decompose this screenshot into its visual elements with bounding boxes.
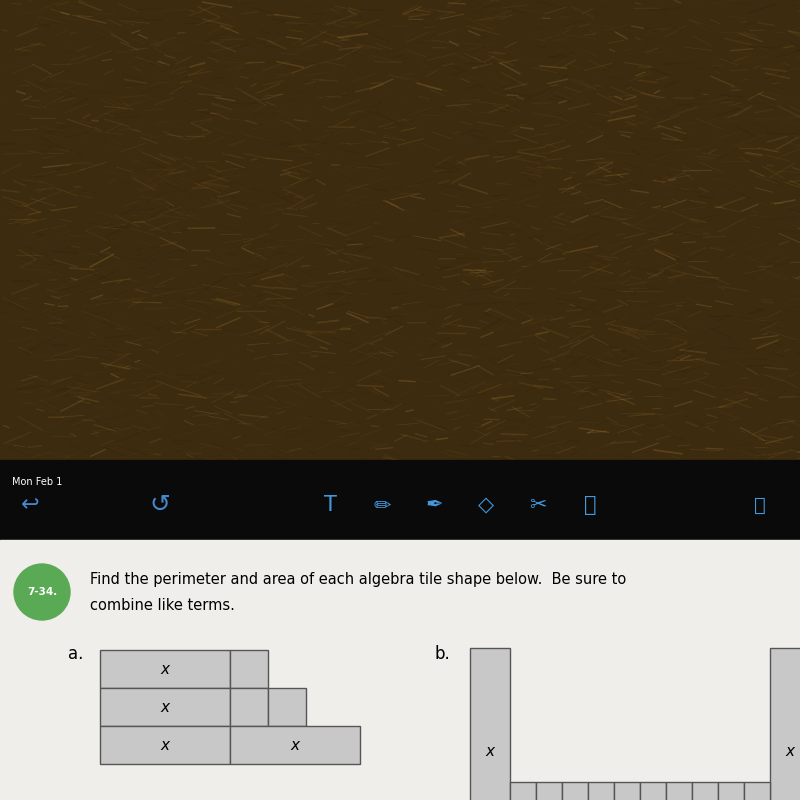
Text: x: x (161, 738, 170, 753)
Bar (100, 726, 230, 764)
Bar (562, 782, 588, 800)
Circle shape (14, 564, 70, 620)
Bar (230, 688, 268, 726)
Bar (718, 782, 744, 800)
Text: T: T (323, 495, 337, 515)
Text: ↩: ↩ (21, 495, 39, 515)
Bar (230, 650, 268, 688)
Text: x: x (290, 738, 299, 753)
Text: 🎤: 🎤 (754, 495, 766, 514)
Text: ✂: ✂ (530, 495, 546, 515)
Bar (744, 782, 770, 800)
Text: x: x (161, 662, 170, 677)
Bar (268, 688, 306, 726)
Bar (536, 782, 562, 800)
Text: Find the perimeter and area of each algebra tile shape below.  Be sure to: Find the perimeter and area of each alge… (90, 572, 626, 587)
Text: x: x (161, 699, 170, 714)
Text: ◇: ◇ (478, 495, 494, 515)
Bar (230, 726, 360, 764)
Text: 🖐: 🖐 (584, 495, 596, 515)
Bar (0, 540, 800, 800)
Text: combine like terms.: combine like terms. (90, 598, 235, 613)
Bar (100, 650, 230, 688)
Text: ✒: ✒ (426, 495, 442, 515)
Bar (640, 782, 666, 800)
Bar (692, 782, 718, 800)
Text: b.: b. (435, 645, 450, 663)
Bar (0, 0, 800, 460)
Text: Mon Feb 1: Mon Feb 1 (12, 477, 62, 487)
Bar (470, 648, 510, 800)
Text: ✏: ✏ (374, 495, 390, 515)
Text: a.: a. (68, 645, 83, 663)
Text: x: x (786, 745, 794, 759)
Bar (0, 460, 800, 540)
Text: x: x (486, 745, 494, 759)
Bar (770, 648, 800, 800)
Bar (666, 782, 692, 800)
Bar (510, 782, 536, 800)
Bar (614, 782, 640, 800)
Bar (588, 782, 614, 800)
Text: ↺: ↺ (150, 493, 170, 517)
Bar (100, 688, 230, 726)
Text: 7-34.: 7-34. (27, 587, 57, 597)
